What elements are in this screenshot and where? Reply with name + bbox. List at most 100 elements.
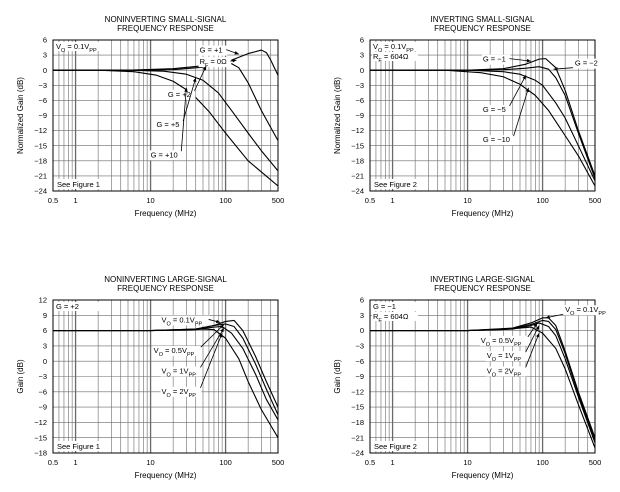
annotation-leader: [180, 87, 187, 152]
annotation-bg: [160, 366, 202, 377]
series-annotation: G = +1: [200, 46, 223, 55]
x-tick-label: 500: [589, 458, 602, 467]
annotation-bg: [481, 104, 511, 115]
figure-note: See Figure 1: [57, 442, 100, 451]
chart-title-line: FREQUENCY RESPONSE: [434, 24, 531, 33]
annotation-arrowhead: [192, 77, 197, 83]
y-tick-label: 0: [360, 66, 364, 75]
annotation-bg: [149, 150, 183, 161]
x-tick-label: 10: [146, 196, 154, 205]
chart-title-line: FREQUENCY RESPONSE: [434, 284, 531, 293]
annotation-bg: [564, 305, 614, 316]
annotation-bg: [155, 120, 185, 131]
annotation-leader: [509, 75, 527, 107]
annotation-arrowhead: [533, 322, 538, 328]
y-tick-label: −24: [34, 187, 47, 196]
annotation-bg: [481, 135, 515, 146]
x-tick-label: 1: [73, 458, 77, 467]
y-tick-label: 12: [39, 296, 47, 305]
annotation-arrowhead: [202, 66, 207, 71]
annotation-arrowhead: [536, 333, 540, 338]
series-annotation: VO = 0.5VPP: [154, 346, 195, 358]
y-tick-label: 6: [43, 326, 47, 335]
note-bg: [372, 441, 424, 451]
y-tick-label: −6: [38, 96, 47, 105]
x-tick-label: 1: [390, 458, 394, 467]
x-axis-label: Frequency (MHz): [452, 209, 514, 218]
condition-bg: [372, 302, 418, 311]
annotation-arrowhead: [184, 87, 188, 92]
plot-frame: [369, 299, 596, 454]
y-axis-label: Normalized Gain (dB): [16, 77, 25, 154]
y-tick-label: −21: [351, 433, 364, 442]
y-tick-label: 9: [43, 311, 47, 320]
condition-text: G = +2: [56, 302, 79, 311]
y-tick-label: −21: [351, 172, 364, 181]
annotation-bg: [166, 89, 196, 100]
y-tick-label: −9: [38, 111, 47, 120]
condition-text: RF = 604Ω: [373, 52, 409, 64]
y-tick-label: 6: [43, 36, 47, 45]
x-tick-label: 500: [589, 196, 602, 205]
y-axis-label: Gain (dB): [333, 359, 342, 394]
series-annotation: VO = 1VPP: [162, 366, 197, 378]
x-tick-label: 100: [536, 196, 549, 205]
y-tick-label: 3: [43, 342, 47, 351]
series-annotation: G = −5: [483, 105, 506, 114]
chart-title-line: NONINVERTING SMALL-SIGNAL: [105, 15, 227, 24]
x-tick-label: 1: [73, 196, 77, 205]
x-tick-label: 500: [272, 196, 285, 205]
x-axis-label: Frequency (MHz): [452, 471, 514, 480]
series-annotation: VO = 1VPP: [487, 351, 522, 363]
y-tick-label: −18: [351, 156, 364, 165]
annotation-leader: [513, 87, 529, 137]
note-bg: [372, 179, 424, 189]
y-tick-label: 6: [360, 296, 364, 305]
annotation-arrowhead: [525, 87, 530, 93]
y-tick-label: −12: [34, 418, 47, 427]
chart-title-line: FREQUENCY RESPONSE: [117, 24, 214, 33]
y-tick-label: 6: [360, 36, 364, 45]
y-tick-label: −9: [355, 111, 364, 120]
condition-bg: [55, 302, 101, 311]
y-tick-label: −3: [38, 372, 47, 381]
condition-text: G = −1: [373, 302, 396, 311]
annotation-bg: [479, 335, 529, 346]
annotation-arrowhead: [545, 315, 550, 319]
note-bg: [55, 441, 107, 451]
annotation-arrowhead: [522, 75, 526, 80]
x-axis-label: Frequency (MHz): [135, 209, 197, 218]
figure-note: See Figure 2: [374, 442, 417, 451]
y-tick-label: −12: [351, 126, 364, 135]
series-annotation: G = +5: [157, 120, 180, 129]
series-annotation: G = −2: [575, 59, 598, 68]
y-axis-label: Gain (dB): [16, 359, 25, 394]
y-tick-label: −15: [34, 433, 47, 442]
x-tick-label: 10: [463, 196, 471, 205]
y-tick-label: 3: [360, 311, 364, 320]
y-tick-label: −3: [355, 342, 364, 351]
annotation-leader: [200, 333, 223, 388]
x-tick-label: 0.5: [48, 458, 58, 467]
x-tick-label: 10: [463, 458, 471, 467]
y-tick-label: 0: [43, 66, 47, 75]
annotation-bg: [573, 58, 603, 69]
y-tick-label: −9: [38, 403, 47, 412]
annotation-bg: [152, 346, 202, 357]
annotation-leader: [525, 325, 540, 353]
annotation-bg: [485, 366, 527, 377]
y-tick-label: −6: [355, 357, 364, 366]
y-tick-label: −18: [34, 449, 47, 458]
condition-bg: [372, 52, 418, 61]
condition-bg: [55, 42, 101, 51]
series-line: [370, 66, 595, 179]
y-tick-label: −24: [351, 449, 364, 458]
annotation-leader: [182, 77, 197, 122]
x-tick-label: 500: [272, 458, 285, 467]
y-tick-label: −15: [34, 141, 47, 150]
series-annotation: G = +10: [151, 150, 178, 159]
